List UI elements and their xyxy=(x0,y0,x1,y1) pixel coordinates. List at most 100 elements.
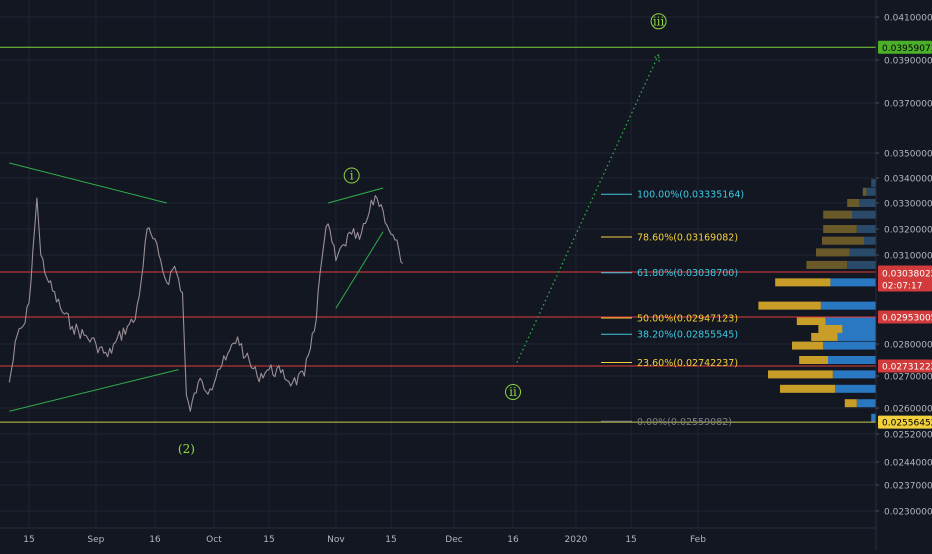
volume-bar-gold xyxy=(796,317,826,326)
volume-bar-blue xyxy=(866,187,876,196)
x-tick-label: 2020 xyxy=(565,535,588,545)
wave-label-circle xyxy=(505,384,522,400)
price-badge xyxy=(878,359,932,373)
x-tick-label: Nov xyxy=(327,535,345,545)
volume-profile xyxy=(758,179,876,422)
projection xyxy=(516,53,660,363)
volume-bar-gold xyxy=(758,301,821,310)
fib-level-label: 61.80%(0.03038700) xyxy=(637,268,738,279)
price-badge-label: 0.02731222 xyxy=(882,363,932,373)
volume-bar-blue xyxy=(828,356,876,364)
price-badge-label: 0.03959073 xyxy=(882,44,932,54)
volume-bar-blue xyxy=(856,225,876,233)
x-axis-ticks: 15 Sep 16 Oct 15 Nov 15 Dec 16 2020 15 Feb xyxy=(23,535,706,545)
trend-lines xyxy=(9,162,384,412)
wave-label-iii: iii xyxy=(653,14,665,28)
fib-level-label: 0.00%(0.02559082) xyxy=(637,417,732,428)
x-tick-label: 16 xyxy=(149,535,161,545)
fib-level-label: 50.00%(0.02947123) xyxy=(637,314,738,325)
volume-bar-blue xyxy=(832,370,876,379)
trend-line xyxy=(9,369,179,412)
volume-bar-gold xyxy=(768,370,833,379)
volume-bar-blue xyxy=(864,236,876,245)
volume-bar-gold xyxy=(792,341,824,350)
fib-level-label: 38.20%(0.02855545) xyxy=(637,330,738,341)
volume-bar-blue xyxy=(852,210,876,219)
volume-bar-gold xyxy=(818,325,843,334)
volume-bar-gold xyxy=(799,356,828,364)
projection-arrowhead xyxy=(652,53,660,62)
x-tick-label: Oct xyxy=(206,535,222,545)
price-badge xyxy=(878,278,932,292)
x-tick-label: 15 xyxy=(263,535,274,545)
x-tick-label: Feb xyxy=(690,535,706,545)
volume-bar-gold xyxy=(823,210,852,219)
volume-bar-blue xyxy=(847,260,876,269)
price-badge-label: 02:07:17 xyxy=(882,281,922,291)
volume-bar-gold xyxy=(862,187,867,196)
price-badge-label: 0.03038022 xyxy=(882,270,932,280)
volume-bar-gold xyxy=(775,278,831,287)
fibonacci-levels: 100.00%(0.03335164) 78.60%(0.03169082) 61.… xyxy=(601,190,744,428)
volume-bar-blue xyxy=(835,384,876,393)
x-tick-label: Dec xyxy=(445,535,462,545)
volume-bar-blue xyxy=(871,179,876,187)
price-badge-label: 0.02556452 xyxy=(882,419,932,429)
x-tick-label: 16 xyxy=(507,535,519,545)
x-tick-label: 15 xyxy=(625,535,636,545)
volume-bar-gold xyxy=(780,384,836,393)
volume-bar-blue xyxy=(823,341,876,350)
price-badge xyxy=(878,40,932,54)
volume-bar-blue xyxy=(825,317,876,326)
volume-bar-gold xyxy=(844,399,857,408)
volume-bar-blue xyxy=(856,399,876,408)
wave-label-circle xyxy=(343,167,360,184)
x-tick-label: 15 xyxy=(385,535,396,545)
price-line xyxy=(8,194,404,412)
volume-bar-blue xyxy=(871,413,876,422)
price-badges: 0.039590730.0304000702:07:170.030380220.… xyxy=(878,40,932,429)
trend-line xyxy=(9,162,167,204)
horizontal-lines xyxy=(0,46,876,423)
x-tick-label: 15 xyxy=(23,535,34,545)
grid xyxy=(0,0,876,528)
volume-bar-gold xyxy=(823,225,857,233)
price-badge-label: 0.02953005 xyxy=(882,314,932,324)
volume-bar-gold xyxy=(816,248,850,257)
price-badge xyxy=(878,266,932,280)
wave-label-ii: ii xyxy=(509,385,517,399)
volume-bar-blue xyxy=(820,301,876,310)
volume-bar-gold xyxy=(847,199,860,207)
price-series xyxy=(8,194,404,412)
fib-level-label: 78.60%(0.03169082) xyxy=(637,233,738,244)
wave-label-2: (2) xyxy=(178,442,195,456)
volume-bar-gold xyxy=(822,236,864,245)
volume-bar-gold xyxy=(811,332,838,341)
wave-label-circle xyxy=(650,13,667,30)
y-tick-label: 0.02300000 xyxy=(884,508,932,518)
price-badge xyxy=(878,415,932,429)
x-axis-panel[interactable] xyxy=(0,528,876,550)
volume-bar-blue xyxy=(830,278,876,287)
volume-bar-gold xyxy=(806,260,848,269)
fib-level-label: 100.00%(0.03335164) xyxy=(637,190,744,201)
volume-bar-blue xyxy=(842,325,876,334)
volume-bar-blue xyxy=(849,248,876,257)
